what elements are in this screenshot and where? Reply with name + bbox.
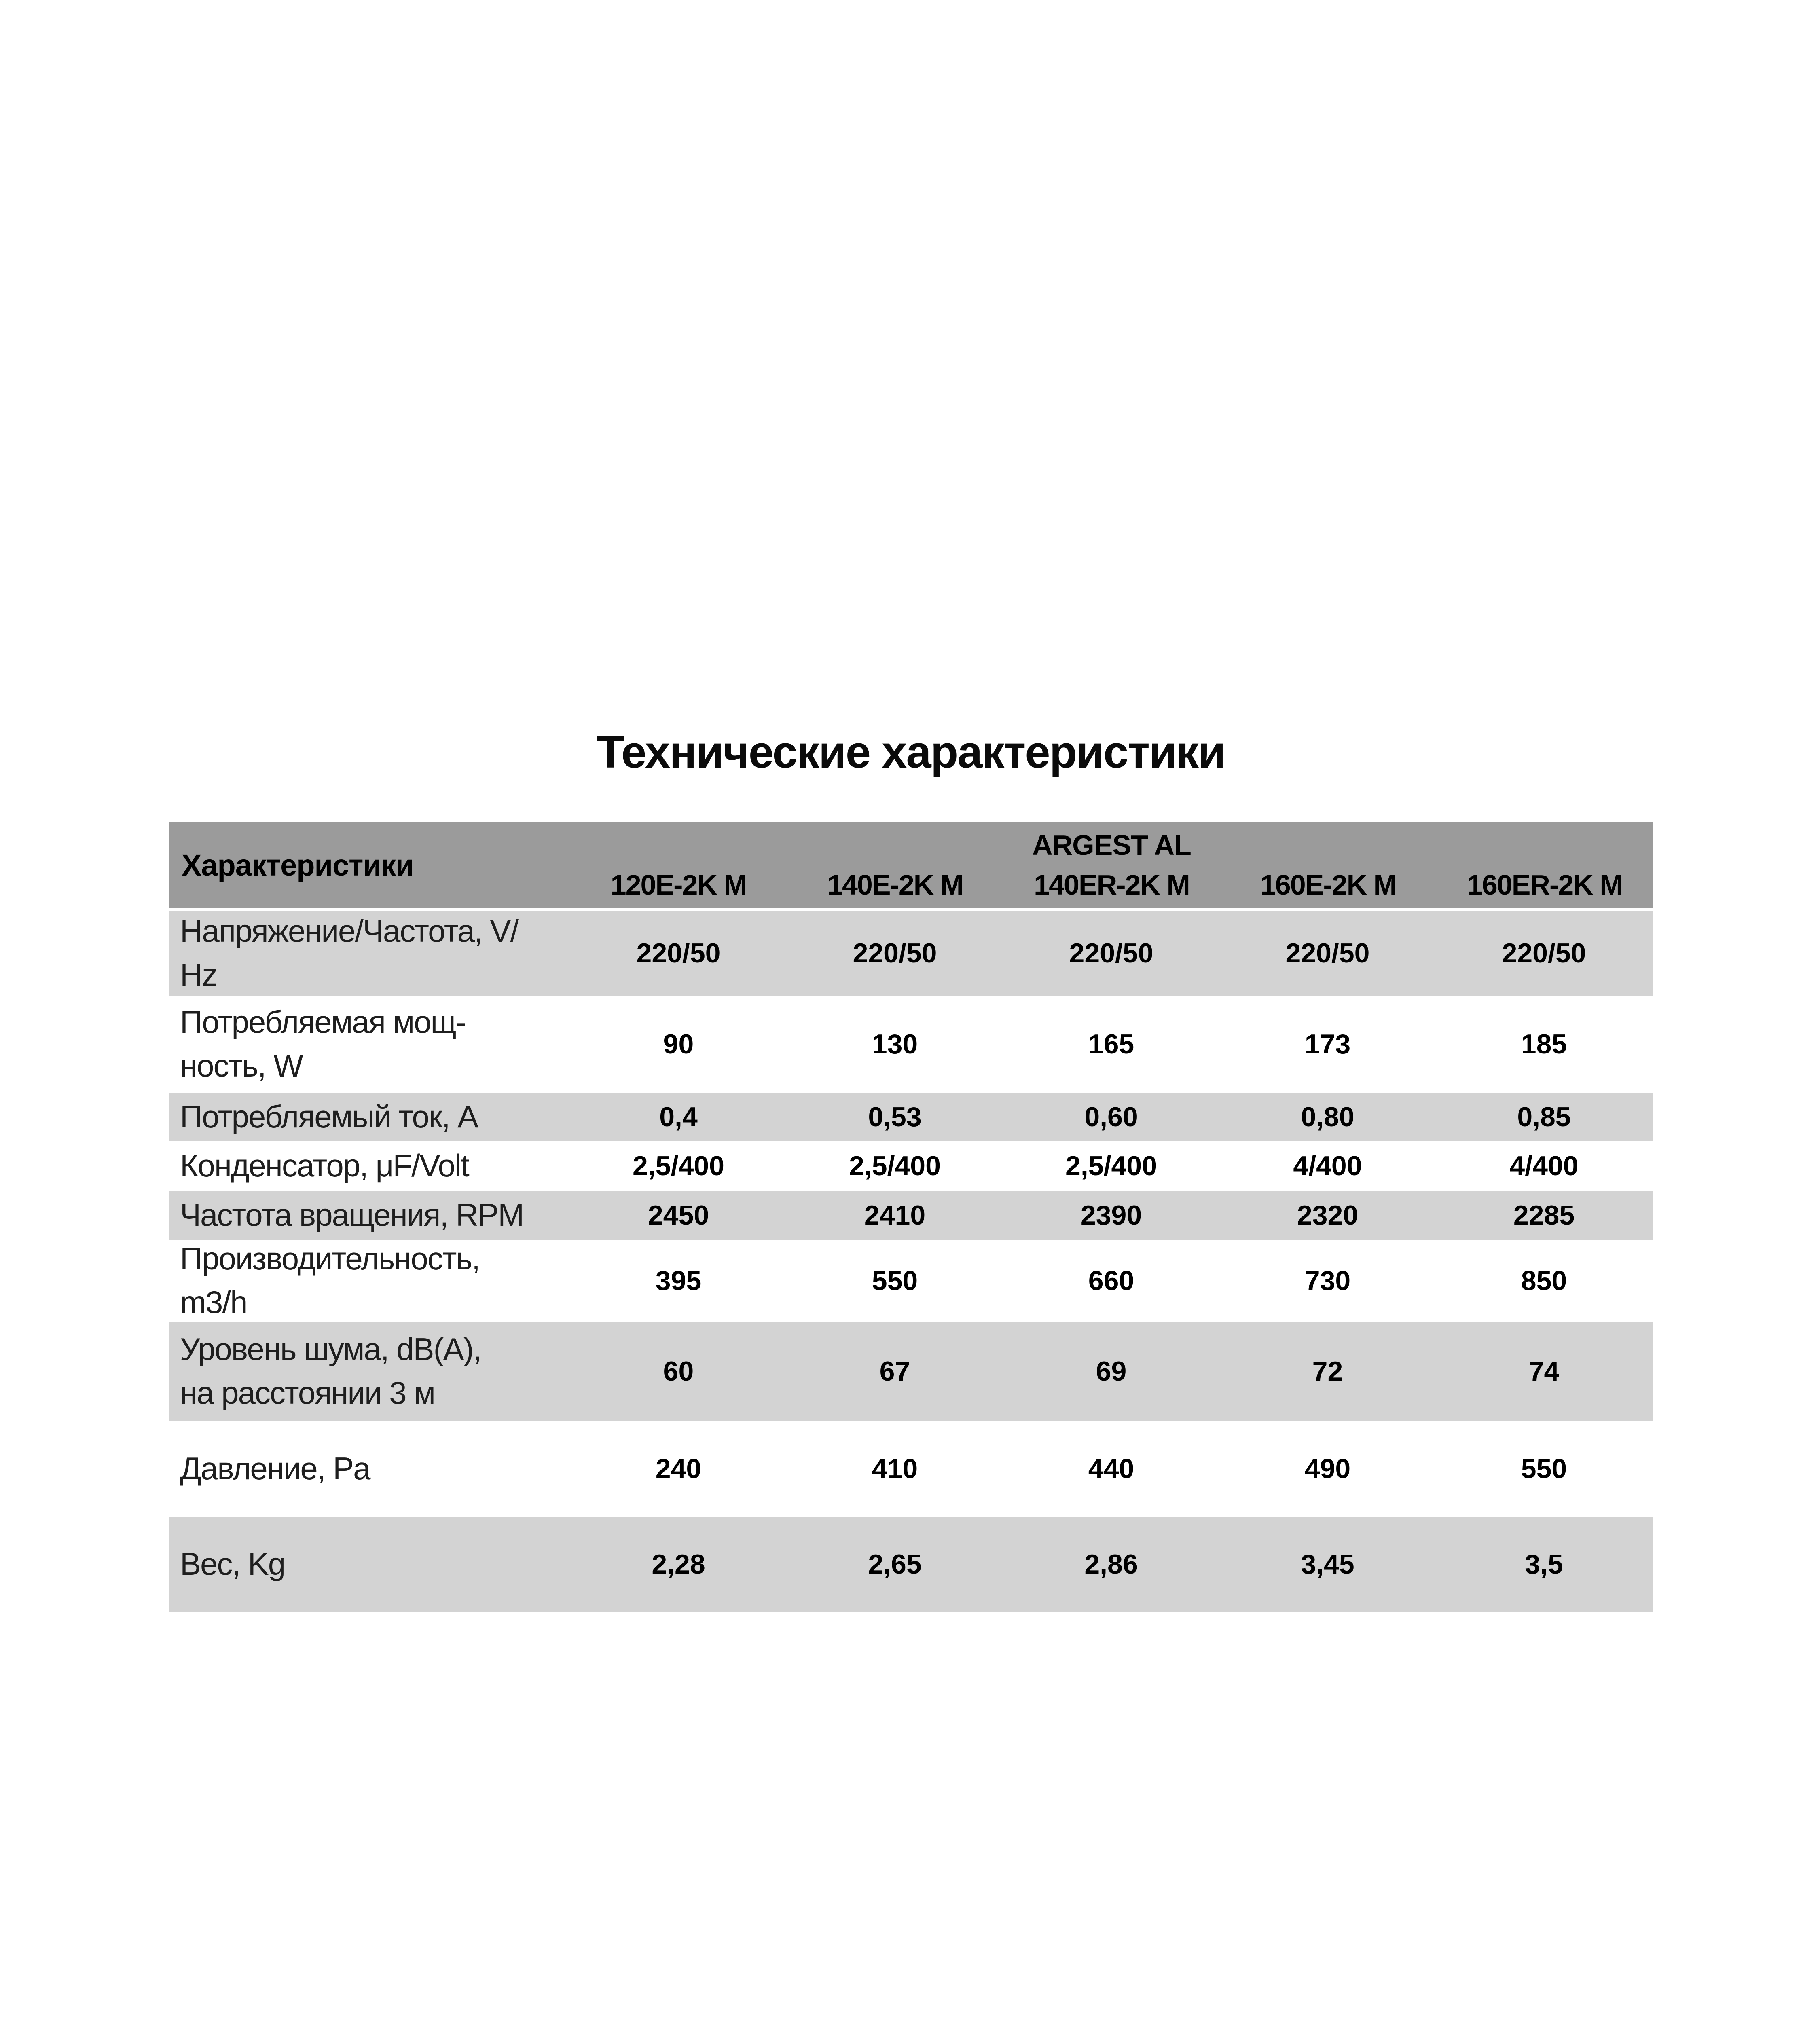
spec-table: Характеристики ARGEST AL 120E-2K M 140E-… [169,822,1653,1612]
value-cell: 220/50 [1069,938,1153,969]
model-header-cell: 160ER-2K M [1467,869,1623,901]
row-label-cell: Напряжение/Частота, V/ Hz [180,913,519,992]
value-cell: 490 [1304,1453,1351,1484]
value-cell: 2390 [1080,1200,1142,1231]
value-cell: 2,28 [652,1549,705,1580]
table-row: Напряжение/Частота, V/ Hz 220/50 220/50 … [169,911,1653,996]
value-cell: 69 [1096,1356,1127,1387]
value-cell: 130 [872,1029,918,1060]
value-cell: 90 [663,1029,694,1060]
value-cell: 2,65 [868,1549,922,1580]
model-header-cell: 140E-2K M [827,869,964,901]
row-label-cell: Потребляемая мощ- ность, W [180,1004,466,1083]
value-cell: 220/50 [1502,938,1586,969]
value-cell: 165 [1088,1029,1134,1060]
value-cell: 4/400 [1293,1151,1362,1181]
row-label-cell: Вес, Kg [180,1546,286,1582]
value-cell: 2450 [648,1200,709,1231]
characteristics-header-cell: Характеристики [182,848,414,882]
page-title: Технические характеристики [597,727,1226,777]
table-header: Характеристики ARGEST AL 120E-2K M 140E-… [169,822,1653,911]
table-row: Уровень шума, dB(A), на расстоянии 3 м 6… [169,1322,1653,1421]
value-cell: 72 [1312,1356,1343,1387]
value-cell: 2285 [1513,1200,1575,1231]
table-row: Конденсатор, μF/Volt 2,5/400 2,5/400 2,5… [169,1141,1653,1191]
row-label-cell: Частота вращения, RPM [180,1197,524,1233]
value-cell: 2,5/400 [849,1151,941,1181]
value-cell: 0,85 [1517,1102,1571,1132]
model-names-row: 120E-2K M 140E-2K M 140ER-2K M 160E-2K M… [570,861,1653,908]
value-cell: 3,45 [1301,1549,1354,1580]
value-cell: 850 [1521,1265,1567,1296]
value-cell: 4/400 [1509,1151,1579,1181]
value-cell: 220/50 [853,938,937,969]
model-header-cell: 120E-2K M [610,869,747,901]
value-cell: 660 [1088,1265,1134,1296]
value-cell: 0,53 [868,1102,922,1132]
value-cell: 395 [655,1265,702,1296]
value-cell: 60 [663,1356,694,1387]
models-header-group: ARGEST AL 120E-2K M 140E-2K M 140ER-2K M… [570,822,1653,908]
table-row: Давление, Pa 240 410 440 490 550 [169,1421,1653,1516]
value-cell: 3,5 [1525,1549,1563,1580]
table-row: Частота вращения, RPM 2450 2410 2390 232… [169,1191,1653,1240]
row-label-cell: Давление, Pa [180,1451,371,1487]
table-row: Потребляемый ток, A 0,4 0,53 0,60 0,80 0… [169,1093,1653,1141]
table-row: Потребляемая мощ- ность, W 90 130 165 17… [169,996,1653,1093]
value-cell: 220/50 [1285,938,1370,969]
value-cell: 173 [1304,1029,1351,1060]
value-cell: 2,5/400 [633,1151,724,1181]
model-header-cell: 160E-2K M [1260,869,1397,901]
value-cell: 2,86 [1084,1549,1138,1580]
row-label-cell: Конденсатор, μF/Volt [180,1148,470,1184]
brand-header-cell: ARGEST AL [1032,829,1191,861]
row-label-cell: Уровень шума, dB(A), на расстоянии 3 м [180,1331,482,1411]
value-cell: 220/50 [636,938,721,969]
value-cell: 74 [1528,1356,1560,1387]
row-label-cell: Производительность, m3/h [180,1241,480,1320]
value-cell: 730 [1304,1265,1351,1296]
table-row: Вес, Kg 2,28 2,65 2,86 3,45 3,5 [169,1516,1653,1612]
value-cell: 0,80 [1301,1102,1354,1132]
value-cell: 410 [872,1453,918,1484]
model-header-cell: 140ER-2K M [1034,869,1190,901]
table-row: Производительность, m3/h 395 550 660 730… [169,1240,1653,1322]
value-cell: 185 [1521,1029,1567,1060]
value-cell: 440 [1088,1453,1134,1484]
value-cell: 0,4 [659,1102,698,1132]
value-cell: 0,60 [1084,1102,1138,1132]
value-cell: 240 [655,1453,702,1484]
value-cell: 2,5/400 [1065,1151,1157,1181]
value-cell: 2320 [1297,1200,1359,1231]
row-label-cell: Потребляемый ток, A [180,1099,478,1135]
value-cell: 2410 [864,1200,926,1231]
value-cell: 550 [872,1265,918,1296]
value-cell: 67 [879,1356,910,1387]
value-cell: 550 [1521,1453,1567,1484]
